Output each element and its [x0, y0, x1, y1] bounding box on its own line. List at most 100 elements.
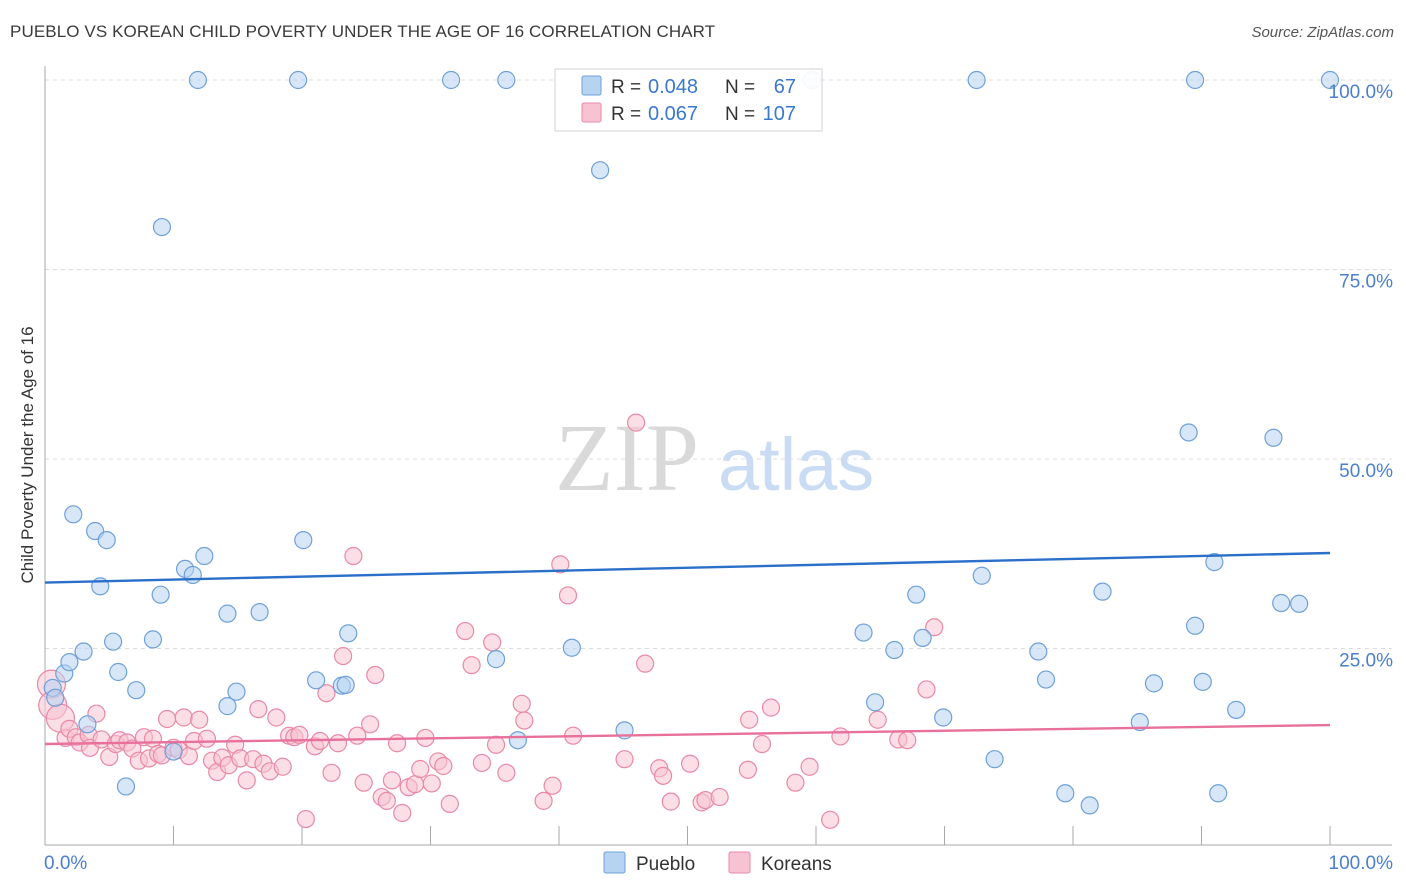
- pueblo-point: [1320, 70, 1340, 90]
- korean-point: [472, 753, 491, 773]
- pueblo-point: [985, 750, 1004, 769]
- pueblo-point: [109, 662, 128, 682]
- korean-point: [249, 700, 268, 719]
- korean-point: [738, 760, 757, 779]
- series-legend: Pueblo Koreans: [603, 851, 832, 875]
- koreans-trend-line: [44, 723, 1331, 746]
- korean-point: [653, 766, 673, 785]
- pueblo-point: [972, 566, 991, 585]
- korean-point: [456, 621, 475, 641]
- korean-point: [334, 646, 353, 666]
- korean-point: [411, 759, 430, 779]
- korean-point: [786, 773, 805, 792]
- korean-point: [317, 684, 336, 703]
- pueblo-point: [1264, 428, 1283, 447]
- korean-point: [925, 618, 944, 637]
- korean-point: [440, 794, 459, 813]
- pueblo-point: [591, 161, 610, 180]
- pueblo-point: [143, 630, 163, 649]
- watermark-atlas: atlas: [718, 423, 874, 506]
- korean-point: [179, 747, 199, 766]
- pueblo-point: [486, 650, 506, 669]
- pueblo-point: [497, 70, 516, 90]
- korean-point: [405, 775, 425, 794]
- legend-koreans-swatch: [728, 851, 751, 874]
- korean-point: [190, 710, 209, 729]
- pueblo-point: [866, 693, 885, 712]
- korean-point: [615, 750, 634, 769]
- pueblo-point: [1185, 616, 1205, 635]
- pueblo-n-value: 67: [774, 76, 796, 98]
- pueblo-point: [339, 624, 358, 643]
- korean-point: [361, 715, 380, 734]
- pueblo-point: [336, 675, 355, 694]
- korean-point: [821, 810, 840, 829]
- korean-point: [740, 710, 759, 729]
- pueblo-point: [307, 671, 326, 690]
- korean-point: [322, 763, 341, 782]
- korean-point: [483, 633, 502, 652]
- korean-point: [296, 809, 315, 829]
- tick-labels: 25.0% 50.0% 75.0% 100.0% 0.0% 100.0%: [44, 82, 1393, 874]
- korean-point: [635, 654, 655, 673]
- pueblo-point: [60, 653, 79, 672]
- y-axis-label: Child Poverty Under the Age of 16: [18, 326, 37, 584]
- watermark: ZIP atlas: [555, 404, 874, 511]
- y-tick-label-50: 50.0%: [1339, 461, 1393, 482]
- pueblo-point: [1193, 672, 1212, 691]
- koreans-n-label: N =: [725, 104, 755, 125]
- korean-point: [710, 787, 729, 807]
- pueblo-point: [127, 681, 146, 700]
- korean-point: [377, 791, 396, 810]
- y-tick-label-75: 75.0%: [1339, 272, 1393, 293]
- chart-title: PUEBLO VS KOREAN CHILD POVERTY UNDER THE…: [10, 22, 716, 41]
- pueblo-point: [227, 682, 246, 701]
- korean-point: [344, 546, 363, 566]
- trend-lines: [44, 551, 1331, 746]
- pueblo-point: [1144, 674, 1164, 693]
- korean-point: [831, 727, 850, 746]
- korean-point: [462, 656, 481, 675]
- pueblo-point: [1290, 594, 1309, 613]
- stats-legend: R = 0.048 N = 67 R = 0.067 N = 107: [554, 68, 823, 132]
- koreans-n-value: 107: [763, 103, 796, 125]
- pueblo-point: [195, 546, 214, 566]
- pueblo-n-label: N =: [725, 77, 755, 98]
- korean-point: [387, 734, 407, 753]
- pueblo-point: [1130, 712, 1149, 732]
- korean-point: [626, 413, 646, 432]
- pueblo-point: [289, 70, 308, 90]
- pueblo-point: [1185, 70, 1205, 90]
- pueblo-point: [183, 565, 202, 585]
- korean-point: [393, 803, 412, 823]
- x-tick-label-max: 100.0%: [1329, 853, 1394, 874]
- korean-point: [534, 791, 553, 810]
- korean-point: [157, 709, 177, 729]
- pueblo-point: [885, 640, 904, 660]
- pueblo-point: [934, 708, 953, 727]
- pueblo-point: [1056, 784, 1075, 803]
- pueblo-point: [46, 688, 65, 707]
- pueblo-point: [1029, 642, 1048, 661]
- korean-point: [515, 711, 534, 730]
- korean-point: [354, 773, 373, 792]
- pueblo-point: [854, 623, 873, 642]
- pueblo-r-label: R =: [611, 77, 641, 98]
- korean-point: [800, 757, 819, 776]
- korean-point: [543, 776, 562, 795]
- watermark-zip: ZIP: [555, 404, 699, 511]
- korean-point: [237, 771, 256, 790]
- korean-point: [197, 729, 217, 748]
- korean-point: [143, 729, 163, 748]
- korean-point: [898, 731, 917, 750]
- korean-point: [174, 708, 193, 727]
- pueblo-point: [967, 70, 986, 90]
- pueblo-point: [562, 638, 581, 657]
- korean-point: [868, 710, 887, 729]
- pueblo-point: [1093, 582, 1112, 601]
- legend-pueblo-label: Pueblo: [636, 854, 695, 875]
- pueblo-point: [1080, 796, 1099, 815]
- pueblo-point: [188, 70, 208, 90]
- pueblo-point: [1036, 670, 1056, 689]
